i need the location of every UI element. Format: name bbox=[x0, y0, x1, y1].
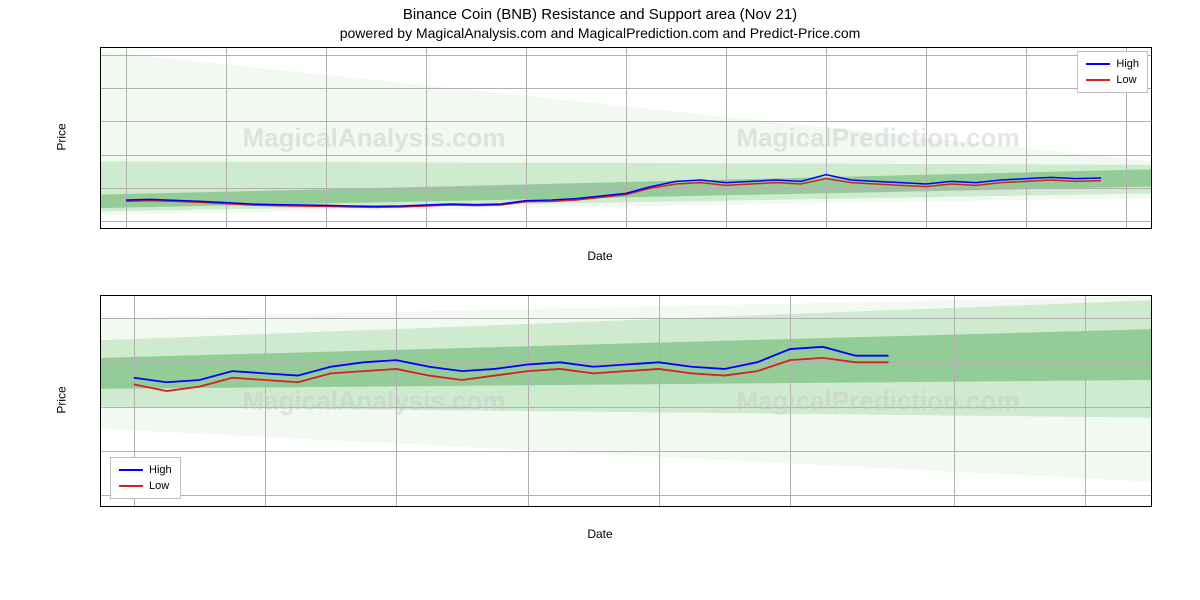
x-tick-label: 2024-11-15 bbox=[762, 506, 817, 507]
y-axis-label-bottom: Price bbox=[55, 386, 69, 413]
legend-swatch-high bbox=[1086, 63, 1110, 65]
x-tick-label: 2023-11 bbox=[406, 228, 446, 229]
legend-top: High Low bbox=[1077, 51, 1148, 93]
legend-item-low: Low bbox=[119, 478, 172, 494]
x-tick-label: 2025-01 bbox=[1106, 228, 1146, 229]
x-tick-label: 2024-09-01 bbox=[106, 506, 162, 507]
legend-label-low: Low bbox=[1116, 72, 1136, 88]
data-line bbox=[134, 358, 889, 391]
legend-swatch-high bbox=[119, 469, 143, 471]
legend-item-low: Low bbox=[1086, 72, 1139, 88]
x-tick-label: 2024-07 bbox=[806, 228, 846, 229]
x-tick-label: 2024-01 bbox=[506, 228, 546, 229]
chart-top: 050010001500200025002023-052023-072023-0… bbox=[40, 47, 1160, 277]
legend-swatch-low bbox=[1086, 79, 1110, 81]
x-tick-label: 2024-10-01 bbox=[368, 506, 424, 507]
data-line bbox=[126, 179, 1101, 208]
x-tick-label: 2024-12-01 bbox=[926, 506, 982, 507]
x-tick-label: 2024-11 bbox=[1006, 228, 1046, 229]
legend-item-high: High bbox=[1086, 56, 1139, 72]
data-line bbox=[126, 175, 1101, 207]
x-tick-label: 2023-09 bbox=[306, 228, 346, 229]
x-axis-label-top: Date bbox=[587, 227, 612, 263]
y-axis-label-top: Price bbox=[55, 123, 69, 150]
legend-label-high: High bbox=[149, 462, 172, 478]
x-tick-label: 2024-10-15 bbox=[499, 506, 555, 507]
legend-label-high: High bbox=[1116, 56, 1139, 72]
plot-area-top: 050010001500200025002023-052023-072023-0… bbox=[100, 47, 1152, 229]
legend-label-low: Low bbox=[149, 478, 169, 494]
legend-bottom: High Low bbox=[110, 457, 181, 499]
x-tick-label: 2024-09 bbox=[906, 228, 946, 229]
chart-title: Binance Coin (BNB) Resistance and Suppor… bbox=[0, 0, 1200, 23]
legend-item-high: High bbox=[119, 462, 172, 478]
x-tick-label: 2023-07 bbox=[206, 228, 246, 229]
plot-area-bottom: 02004006008002024-09-012024-09-152024-10… bbox=[100, 295, 1152, 507]
x-tick-label: 2024-11-01 bbox=[631, 506, 686, 507]
chart-subtitle: powered by MagicalAnalysis.com and Magic… bbox=[0, 23, 1200, 45]
figure-container: Binance Coin (BNB) Resistance and Suppor… bbox=[0, 0, 1200, 600]
legend-swatch-low bbox=[119, 485, 143, 487]
x-tick-label: 2024-12-15 bbox=[1057, 506, 1113, 507]
x-tick-label: 2024-05 bbox=[706, 228, 746, 229]
x-tick-label: 2023-05 bbox=[106, 228, 146, 229]
x-tick-label: 2024-09-15 bbox=[237, 506, 293, 507]
x-axis-label-bottom: Date bbox=[587, 505, 612, 541]
chart-bottom: 02004006008002024-09-012024-09-152024-10… bbox=[40, 295, 1160, 555]
